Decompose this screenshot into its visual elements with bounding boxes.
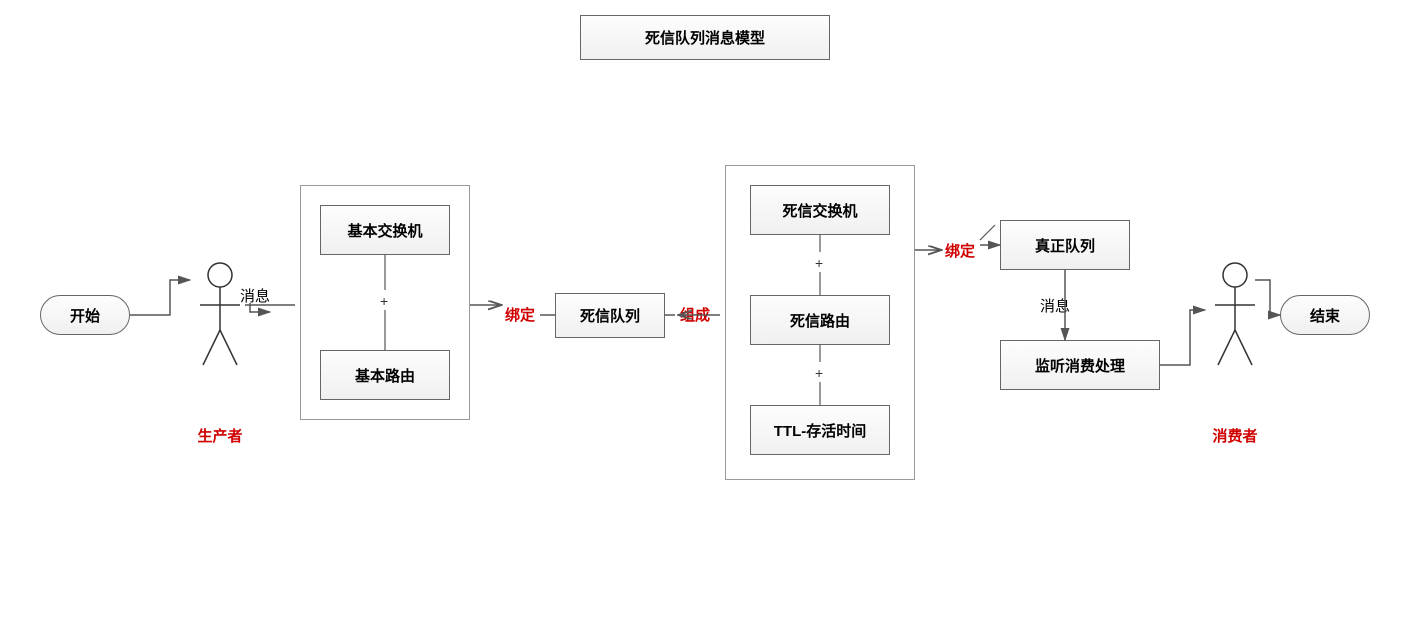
dlx-route-node: 死信路由 <box>750 295 890 345</box>
start-node: 开始 <box>40 295 130 335</box>
dlq-label: 死信队列 <box>580 305 640 326</box>
ttl-label: TTL-存活时间 <box>774 420 866 441</box>
plus-icon: + <box>380 293 388 309</box>
dlx-exchange-node: 死信交换机 <box>750 185 890 235</box>
consumer-label: 消费者 <box>1200 425 1270 446</box>
bind1-label: 绑定 <box>505 304 535 325</box>
consumer-icon <box>1210 260 1260 375</box>
basic-exchange-node: 基本交换机 <box>320 205 450 255</box>
end-label: 结束 <box>1310 305 1340 326</box>
basic-route-label: 基本路由 <box>355 365 415 386</box>
compose-label: 组成 <box>680 304 710 325</box>
plus-icon: + <box>815 365 823 381</box>
dlx-exchange-label: 死信交换机 <box>782 200 857 221</box>
basic-exchange-label: 基本交换机 <box>347 220 422 241</box>
title-text: 死信队列消息模型 <box>645 27 765 48</box>
ttl-node: TTL-存活时间 <box>750 405 890 455</box>
real-queue-node: 真正队列 <box>1000 220 1130 270</box>
producer-icon <box>195 260 245 375</box>
producer-label: 生产者 <box>185 425 255 446</box>
plus-icon: + <box>815 255 823 271</box>
start-label: 开始 <box>70 305 100 326</box>
end-node: 结束 <box>1280 295 1370 335</box>
message1-label: 消息 <box>240 285 270 306</box>
basic-route-node: 基本路由 <box>320 350 450 400</box>
dlx-route-label: 死信路由 <box>790 310 850 331</box>
consumer-proc-node: 监听消费处理 <box>1000 340 1160 390</box>
title-box: 死信队列消息模型 <box>580 15 830 60</box>
message2-label: 消息 <box>1040 295 1070 316</box>
dlq-node: 死信队列 <box>555 293 665 338</box>
consumer-proc-label: 监听消费处理 <box>1035 355 1125 376</box>
bind2-label: 绑定 <box>945 240 975 261</box>
real-queue-label: 真正队列 <box>1035 235 1095 256</box>
